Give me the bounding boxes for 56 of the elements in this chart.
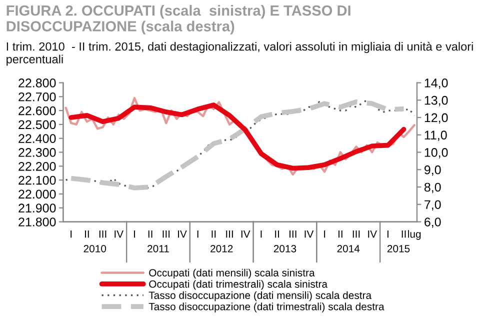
y-tick-label: 22.800 xyxy=(18,78,56,88)
y-tick-label: 22.100 xyxy=(18,176,56,185)
legend-label: Occupati (dati mensili) scala sinistra xyxy=(149,268,315,279)
x-tick-label: II xyxy=(275,230,279,238)
x-tick-label: II xyxy=(212,230,216,238)
x-tick-label: II xyxy=(148,230,152,238)
x-tick-label: III xyxy=(99,230,106,238)
y-tick-label: 21.800 xyxy=(18,218,56,226)
y-tick-label: 22.500 xyxy=(18,120,56,130)
y2-tick-label: 11,0 xyxy=(424,130,447,142)
y2-tick-label: 10,0 xyxy=(424,148,448,158)
x-tick-label: IV xyxy=(114,230,124,238)
line-series xyxy=(68,102,406,171)
x-tick-label: IV xyxy=(304,230,314,238)
text: 2014 xyxy=(337,244,360,252)
text: 2010 xyxy=(84,244,106,252)
chart-subtitle: I trim. 2010 - II trim. 2015, dati destagionalizzati, valori assoluti in migliaia di unità e valori percentuali xyxy=(6,42,473,66)
chart-title: FIGURA 2. OCCUPATI (scala sinistra) E TASSO DI DISOCCUPAZIONE (scala destra) xyxy=(6,5,350,34)
x-tick-label: I xyxy=(134,230,135,238)
text: 2015 xyxy=(387,244,410,252)
y-tick-label: 22.000 xyxy=(18,190,56,199)
x-tick-label: III xyxy=(162,230,170,238)
y2-tick-label: 6,0 xyxy=(424,218,441,228)
x-tick-label: III xyxy=(352,230,360,238)
y2-tick-label: 14,0 xyxy=(424,78,448,89)
x-tick-label: II xyxy=(338,230,342,238)
x-tick-label: II xyxy=(402,230,406,238)
x-tick-label: II xyxy=(85,230,89,238)
x-tick-label: IV xyxy=(368,230,377,238)
x-tick-label: I xyxy=(70,230,72,238)
y2-tick-label: 9,0 xyxy=(424,165,441,176)
x-tick-label: III xyxy=(226,230,233,238)
x-tick-label: I xyxy=(260,230,262,238)
legend-label: Tasso disoccupazione (dati trimestrali) scala destra xyxy=(148,302,384,312)
x-tick-label: III xyxy=(290,230,296,238)
y2-tick-label: 12,0 xyxy=(424,113,448,124)
text: 2013 xyxy=(274,244,296,252)
y-tick-label: 22.200 xyxy=(18,162,56,171)
y-tick-label: 22.300 xyxy=(18,148,56,157)
y-tick-label: 22.600 xyxy=(18,106,56,116)
legend-label: Tasso disoccupazione (dati mensili) scala destra xyxy=(148,291,372,302)
y2-tick-label: 8,0 xyxy=(424,182,441,194)
y2-tick-label: 13,0 xyxy=(424,96,448,106)
x-tick-label: I xyxy=(197,230,198,238)
text: 2011 xyxy=(148,244,169,252)
text: 2012 xyxy=(210,244,233,252)
y-tick-label: 21.900 xyxy=(18,204,56,213)
legend-label: Occupati (dati trimestrali) scala sinistra xyxy=(149,280,328,290)
x-tick-label: I xyxy=(387,230,388,238)
y2-tick-label: 7,0 xyxy=(424,200,441,211)
x-tick-label: IV xyxy=(241,230,250,238)
y-tick-label: 22.700 xyxy=(18,92,56,102)
y-tick-label: 22.400 xyxy=(18,134,56,144)
x-tick-label: lug xyxy=(408,230,421,240)
x-tick-label: I xyxy=(324,230,326,238)
x-tick-label: IV xyxy=(178,230,187,238)
